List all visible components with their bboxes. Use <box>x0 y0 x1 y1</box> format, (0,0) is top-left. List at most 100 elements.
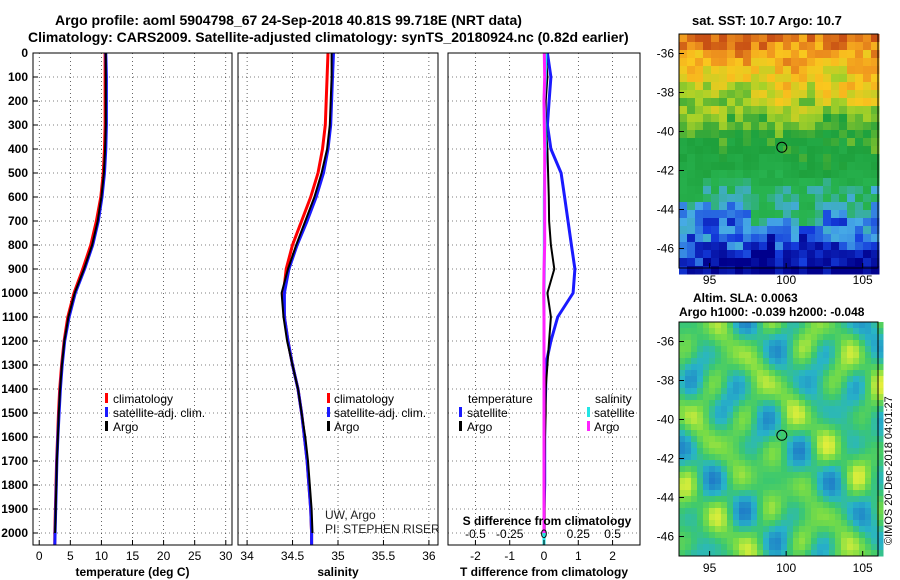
map-cell <box>715 418 722 425</box>
map-cell <box>853 412 860 419</box>
map-cell <box>679 442 686 449</box>
map-cell <box>703 202 712 211</box>
map-cell <box>679 250 688 259</box>
map-cell <box>817 514 824 521</box>
map-cell <box>877 424 884 431</box>
map-cell <box>841 496 848 503</box>
map-cell <box>727 58 736 67</box>
map-cell <box>815 266 824 275</box>
map-cell <box>775 186 784 195</box>
map-cell <box>799 242 808 251</box>
map-cell <box>823 532 830 539</box>
map-cell <box>783 66 792 75</box>
map-cell <box>811 520 818 527</box>
map-cell <box>679 66 688 75</box>
map-cell <box>727 436 734 443</box>
map-cell <box>783 226 792 235</box>
map-cell <box>781 550 788 557</box>
map-cell <box>685 448 692 455</box>
map-cell <box>739 370 746 377</box>
map-cell <box>815 114 824 123</box>
map-cell <box>835 526 842 533</box>
map-cell <box>863 178 872 187</box>
legend-label: satellite-adj. clim. <box>113 406 205 420</box>
map-cell <box>839 50 848 59</box>
map-cell <box>799 394 806 401</box>
map-cell <box>679 490 686 497</box>
map-cell <box>807 210 816 219</box>
map-cell <box>721 442 728 449</box>
series-line-s-argo <box>542 52 547 533</box>
map-cell <box>823 202 832 211</box>
map-cell <box>721 448 728 455</box>
map-cell <box>853 424 860 431</box>
map-cell <box>697 484 704 491</box>
map-cell <box>807 146 816 155</box>
map-y-tick-label: -42 <box>657 452 675 466</box>
legend-swatch <box>105 421 108 431</box>
map-cell <box>695 218 704 227</box>
map-cell <box>757 412 764 419</box>
map-cell <box>799 526 806 533</box>
map-cell <box>799 484 806 491</box>
map-cell <box>769 370 776 377</box>
map-cell <box>769 394 776 401</box>
map-cell <box>703 520 710 527</box>
map-cell <box>733 334 740 341</box>
map-cell <box>817 328 824 335</box>
map-cell <box>793 388 800 395</box>
map-cell <box>775 82 784 91</box>
map-cell <box>853 340 860 347</box>
map-cell <box>763 346 770 353</box>
map-cell <box>791 34 800 43</box>
map-cell <box>791 114 800 123</box>
map-cell <box>739 454 746 461</box>
map-cell <box>751 258 760 267</box>
map-cell <box>839 90 848 99</box>
map-cell <box>703 98 712 107</box>
map-cell <box>787 400 794 407</box>
map-cell <box>859 514 866 521</box>
map-cell <box>775 106 784 115</box>
map-cell <box>841 526 848 533</box>
map-cell <box>679 394 686 401</box>
map-cell <box>733 454 740 461</box>
map-cell <box>775 58 784 67</box>
map-cell <box>799 58 808 67</box>
map-cell <box>799 50 808 59</box>
map-cell <box>697 544 704 551</box>
map-cell <box>817 448 824 455</box>
map-cell <box>817 364 824 371</box>
map-cell <box>743 186 752 195</box>
map-cell <box>839 114 848 123</box>
map-cell <box>835 418 842 425</box>
map-cell <box>691 346 698 353</box>
map-cell <box>703 394 710 401</box>
map-cell <box>685 340 692 347</box>
series-line-climatology <box>282 52 330 545</box>
map-cell <box>751 460 758 467</box>
map-cell <box>871 202 880 211</box>
map-cell <box>751 340 758 347</box>
map-cell <box>775 90 784 99</box>
map-cell <box>751 382 758 389</box>
map-cell <box>687 82 696 91</box>
map-cell <box>719 66 728 75</box>
map-cell <box>807 218 816 227</box>
map-cell <box>751 82 760 91</box>
map-cell <box>791 74 800 83</box>
map-cell <box>721 412 728 419</box>
map-cell <box>859 484 866 491</box>
map-cell <box>823 460 830 467</box>
map-cell <box>703 358 710 365</box>
map-cell <box>815 106 824 115</box>
map-cell <box>847 430 854 437</box>
map-cell <box>721 400 728 407</box>
map-cell <box>715 382 722 389</box>
map-cell <box>863 66 872 75</box>
map-cell <box>871 472 878 479</box>
map-cell <box>685 460 692 467</box>
map-cell <box>703 412 710 419</box>
map-cell <box>759 250 768 259</box>
map-cell <box>703 186 712 195</box>
